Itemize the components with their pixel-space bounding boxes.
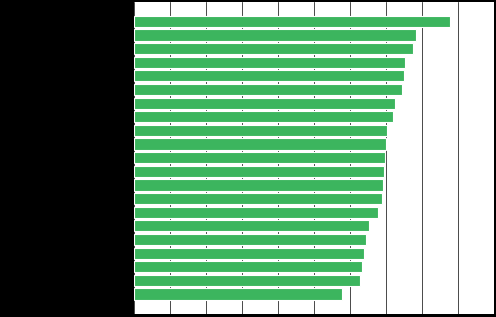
- Bar: [134, 57, 405, 68]
- Bar: [134, 152, 385, 163]
- Bar: [134, 29, 416, 41]
- Bar: [134, 179, 383, 191]
- Bar: [134, 193, 382, 204]
- Bar: [134, 261, 362, 272]
- Bar: [134, 207, 378, 218]
- Bar: [134, 166, 384, 177]
- Bar: [134, 248, 364, 259]
- Bar: [134, 111, 393, 122]
- Bar: [134, 84, 402, 95]
- Bar: [134, 43, 413, 54]
- Bar: [134, 16, 450, 27]
- Bar: [134, 234, 366, 245]
- Bar: [134, 70, 404, 81]
- Bar: [134, 125, 387, 136]
- Bar: [134, 275, 361, 286]
- Bar: [134, 220, 370, 231]
- Bar: [134, 288, 342, 300]
- Bar: [134, 139, 386, 150]
- Bar: [134, 98, 395, 109]
